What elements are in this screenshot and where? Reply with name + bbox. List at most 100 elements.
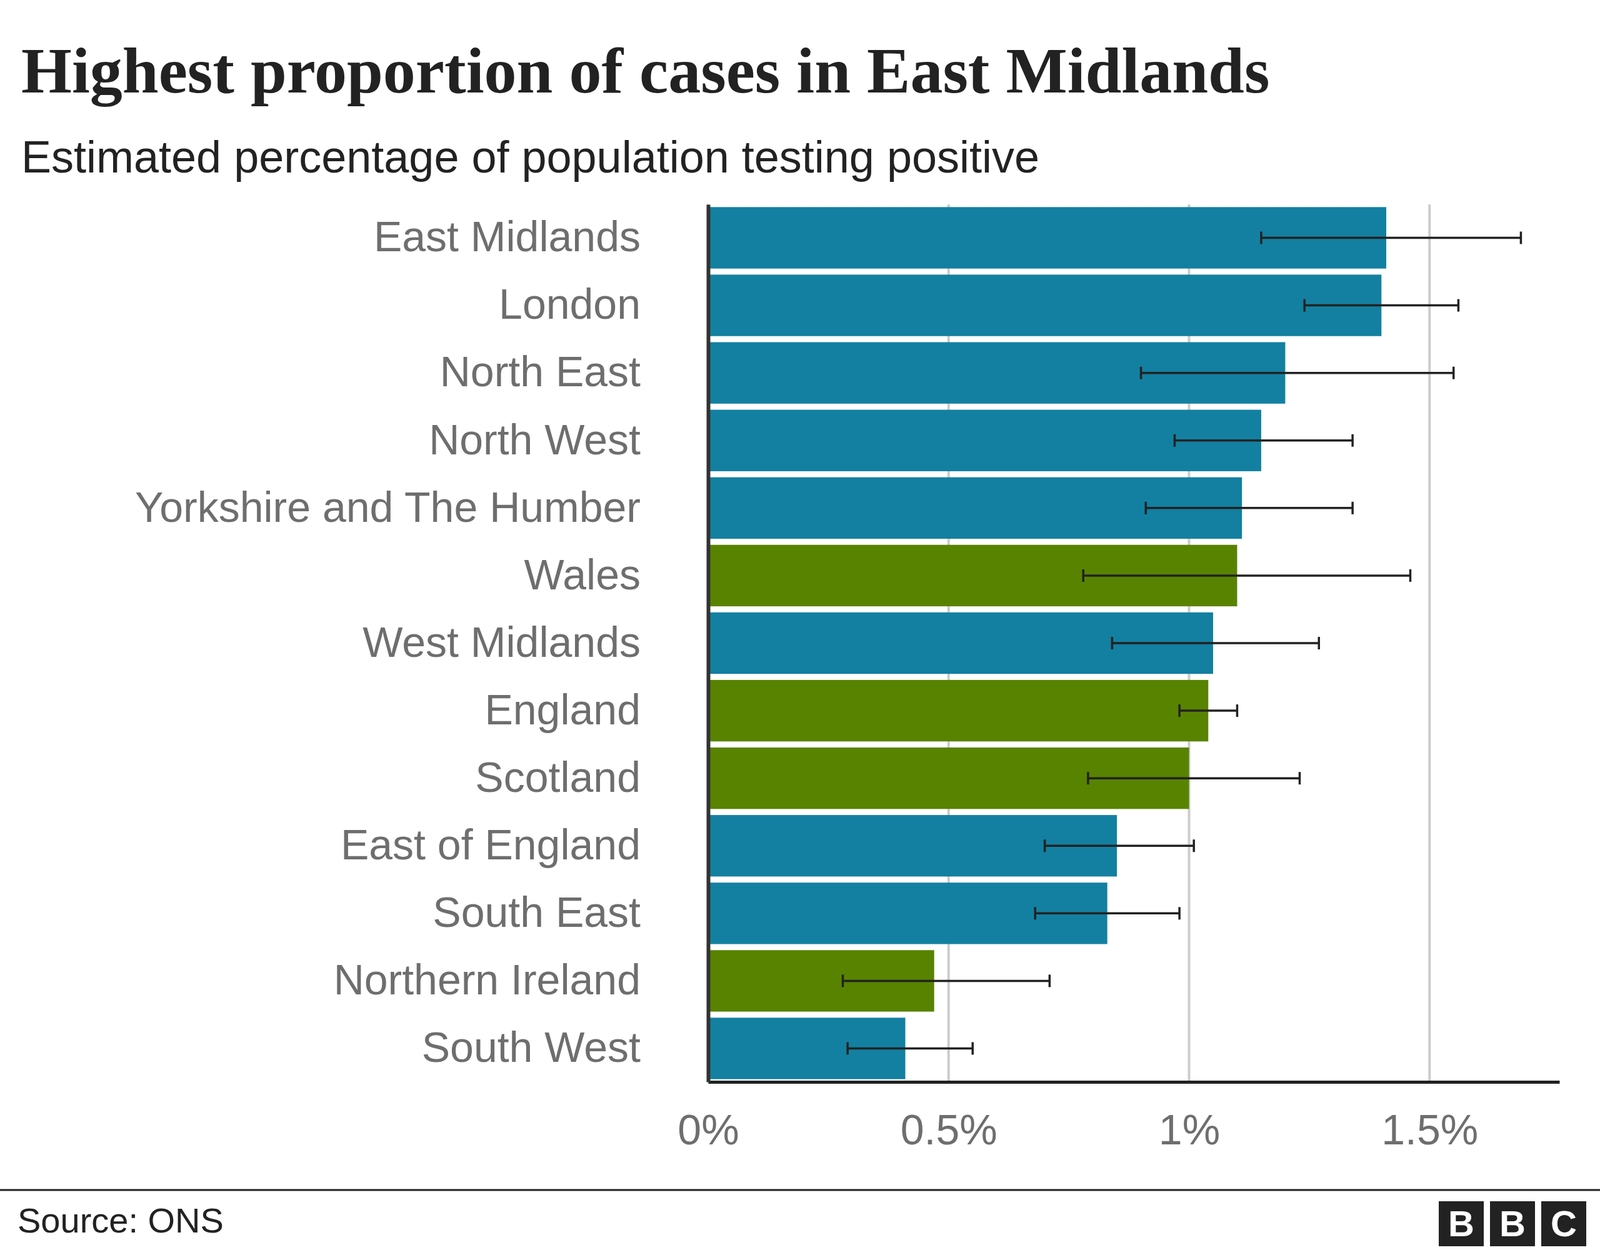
logo-box xyxy=(1541,1201,1587,1247)
grid xyxy=(708,204,1430,1082)
error-line xyxy=(1179,709,1237,712)
category-label: Yorkshire and The Humber xyxy=(135,483,641,531)
error-cap xyxy=(1034,906,1037,920)
error-line xyxy=(847,1047,973,1050)
error-bar xyxy=(1088,771,1300,785)
category-tick: England xyxy=(484,685,709,734)
category-label: North West xyxy=(428,415,641,464)
category-label: South East xyxy=(432,888,641,936)
chart: Highest proportion of cases in East Midl… xyxy=(0,0,1600,1250)
error-cap xyxy=(1351,434,1354,447)
tick: 1.5% xyxy=(1381,1081,1479,1154)
x-axis: 0% 0.5% 1% 1.5% xyxy=(677,1081,1560,1154)
error-cap xyxy=(1520,231,1523,245)
category-label: North East xyxy=(440,347,641,395)
category-tick: North East xyxy=(440,347,709,395)
error-cap xyxy=(1452,366,1455,380)
tick-label: 1.5% xyxy=(1381,1105,1479,1154)
category-label: West Midlands xyxy=(362,618,641,666)
tick-label: 0.5% xyxy=(900,1105,998,1154)
error-cap xyxy=(1192,839,1195,852)
category-label: East of England xyxy=(340,820,641,869)
x-axis-line xyxy=(708,1080,1560,1084)
error-line xyxy=(1174,439,1353,442)
source: Source: ONS xyxy=(17,1200,224,1240)
error-line xyxy=(1035,912,1180,915)
error-line xyxy=(842,980,1050,983)
error-cap xyxy=(1298,771,1302,785)
logo-letter: B xyxy=(1448,1203,1475,1244)
subtitle: Estimated percentage of population testi… xyxy=(21,131,1040,182)
category-tick: West Midlands xyxy=(362,618,709,666)
logo-box xyxy=(1490,1201,1535,1247)
error-cap xyxy=(1178,704,1181,717)
error-cap xyxy=(1081,569,1085,582)
error-cap xyxy=(1173,434,1177,447)
error-cap xyxy=(1260,231,1263,245)
tick-label: 1% xyxy=(1158,1105,1220,1154)
category-tick: Yorkshire and The Humber xyxy=(135,483,709,531)
category-tick: Northern Ireland xyxy=(333,955,709,1004)
category-tick: North West xyxy=(428,415,709,464)
error-bar xyxy=(1179,704,1237,717)
error-cap xyxy=(1351,501,1354,515)
category-tick: South West xyxy=(421,1023,709,1071)
error-cap xyxy=(1409,569,1412,582)
error-cap xyxy=(841,974,845,987)
category-tick: Scotland xyxy=(475,753,709,801)
bar xyxy=(708,680,1209,742)
error-cap xyxy=(1048,974,1052,987)
error-line xyxy=(1304,304,1459,307)
bar xyxy=(708,274,1382,336)
error-line xyxy=(1083,574,1410,577)
error-bar xyxy=(1045,839,1195,852)
error-cap xyxy=(1111,636,1114,650)
category-label: Wales xyxy=(524,550,641,599)
error-line xyxy=(1111,641,1319,645)
error-bar xyxy=(842,974,1050,987)
error-cap xyxy=(971,1041,974,1055)
error-line xyxy=(1261,236,1522,240)
category-label: Scotland xyxy=(475,753,641,801)
logo: BBC xyxy=(1438,1201,1587,1247)
category-tick: Wales xyxy=(524,550,709,599)
logo-letter: C xyxy=(1550,1203,1577,1244)
tick-label: 0% xyxy=(677,1105,739,1154)
y-axis: East Midlands London North East North West Y… xyxy=(135,205,709,1083)
tick: 1% xyxy=(1158,1081,1220,1154)
error-line xyxy=(1045,844,1195,847)
error-cap xyxy=(1144,501,1147,515)
error-bars xyxy=(842,231,1521,1055)
category-label: London xyxy=(498,280,641,328)
y-axis-line xyxy=(706,205,711,1083)
error-bar xyxy=(1141,366,1454,380)
grid-line xyxy=(1428,204,1431,1082)
category-tick: London xyxy=(498,280,709,328)
error-cap xyxy=(1303,299,1306,312)
logo-box xyxy=(1438,1201,1484,1247)
footer-rule xyxy=(0,1189,1600,1192)
tick: 0.5% xyxy=(900,1081,998,1154)
category-tick: East of England xyxy=(340,820,709,869)
error-cap xyxy=(1086,771,1090,785)
grid-line xyxy=(706,204,710,1082)
tick: 0% xyxy=(677,1081,739,1154)
error-line xyxy=(1088,776,1300,780)
error-line xyxy=(1141,371,1454,375)
error-cap xyxy=(846,1041,849,1055)
error-cap xyxy=(1178,906,1181,920)
error-cap xyxy=(1236,704,1239,717)
title: Highest proportion of cases in East Midl… xyxy=(21,34,1270,107)
error-cap xyxy=(1140,366,1143,380)
error-bar xyxy=(1035,906,1180,920)
error-bar xyxy=(1083,569,1410,582)
category-tick: South East xyxy=(432,888,709,936)
error-bar xyxy=(1111,636,1319,650)
error-line xyxy=(1145,506,1353,510)
bars xyxy=(708,206,1521,1079)
error-cap xyxy=(1043,839,1047,852)
error-bar xyxy=(1304,299,1459,312)
error-cap xyxy=(1457,299,1460,312)
category-tick: East Midlands xyxy=(373,212,709,260)
category-label: East Midlands xyxy=(373,212,641,260)
